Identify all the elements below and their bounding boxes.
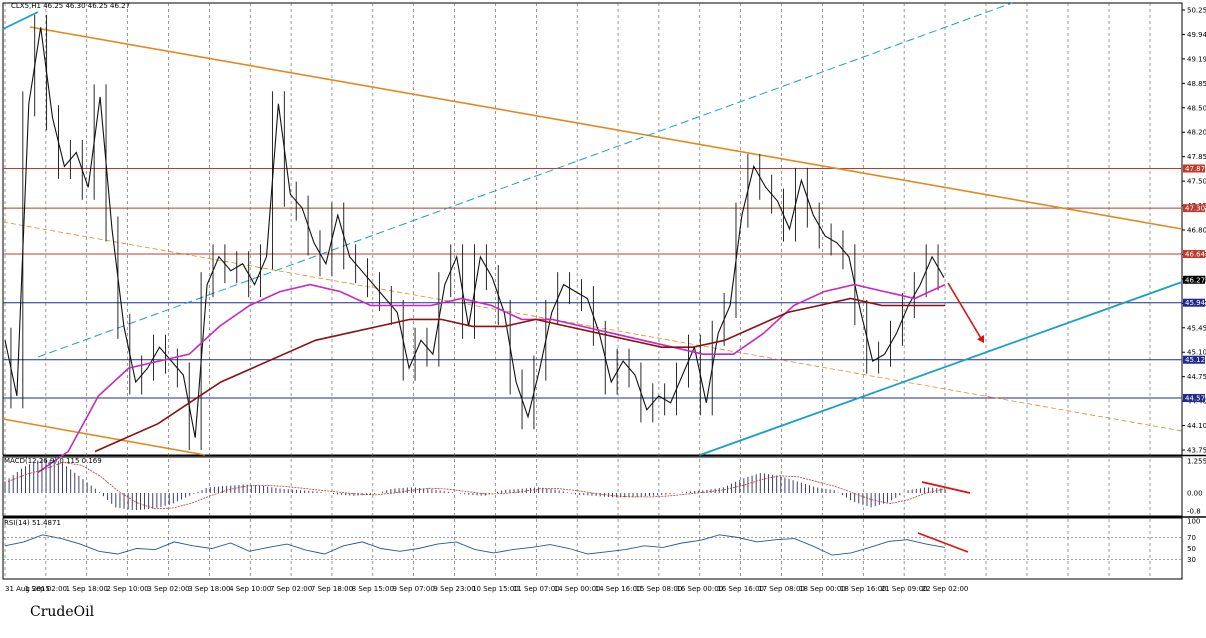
x-tick-label: 14 Sep 16:00 (595, 585, 642, 593)
panel-headers: CLX5,H1 46.25 46.30 46.25 46.27 MACD(12,… (4, 2, 130, 527)
y-tick-label: 47.85 (1187, 153, 1206, 161)
level-label: 45.94 (1185, 299, 1206, 307)
y-tick-label: 45.10 (1187, 349, 1206, 357)
channel-upper-solid (2, 11, 39, 30)
panel-frame-2 (2, 517, 1183, 580)
x-tick-label: 2 Sep 10:00 (106, 585, 148, 593)
level-label: 47.30 (1185, 205, 1205, 213)
level-label: 47.87 (1185, 165, 1205, 173)
channel-dashed-line (37, 2, 1013, 358)
x-tick-label: 18 Sep 00:00 (799, 585, 846, 593)
y-tick-label: 46.80 (1187, 227, 1206, 235)
x-tick-label: 7 Sep 18:00 (311, 585, 353, 593)
level-label: 46.27 (1185, 276, 1205, 284)
macd-tick-label: 0.00 (1187, 490, 1203, 498)
y-tick-label: 50.25 (1187, 7, 1206, 15)
x-tick-label: 3 Sep 18:00 (188, 585, 230, 593)
x-tick-label: 21 Sep 09:00 (881, 585, 928, 593)
x-tick-label: 16 Sep 00:00 (676, 585, 723, 593)
rsi-header: RSI(14) 51.4871 (4, 519, 61, 527)
macd-divergence-line (921, 481, 971, 494)
x-tick-label: 11 Sep 07:00 (513, 585, 560, 593)
y-tick-label: 47.50 (1187, 178, 1206, 186)
price-levels (3, 168, 1182, 399)
slow-moving-average (94, 297, 945, 453)
x-tick-label: 3 Sep 02:00 (147, 585, 189, 593)
mid-dashed-trendline (2, 221, 1183, 432)
level-label: 45.12 (1185, 356, 1205, 364)
rsi-tick-label: 50 (1187, 545, 1196, 553)
y-tick-label: 49.19 (1187, 55, 1206, 63)
y-tick-label: 48.85 (1187, 80, 1206, 88)
x-tick-label: 9 Sep 07:00 (393, 585, 435, 593)
x-tick-label: 9 Sep 23:00 (433, 585, 475, 593)
y-tick-label: 43.75 (1187, 447, 1206, 455)
y-tick-label: 44.10 (1187, 422, 1206, 430)
x-tick-label: 14 Sep 00:00 (554, 585, 601, 593)
rsi-tick-label: 30 (1187, 556, 1196, 564)
arrow-head (976, 335, 985, 343)
fast-moving-average (37, 283, 946, 474)
price-series (4, 14, 945, 451)
lower-orange-trendline (2, 418, 206, 456)
y-tick-label: 48.50 (1187, 104, 1206, 112)
level-tag (1183, 393, 1205, 402)
macd-panel: 1.255 0.00 -0.8 (4, 458, 1206, 516)
y-tick-label: 44.75 (1187, 373, 1206, 381)
rsi-tick-label: 70 (1187, 534, 1196, 542)
x-tick-label: 8 Sep 15:00 (352, 585, 394, 593)
x-tick-label: 1 Sep 02:00 (25, 585, 67, 593)
macd-header: MACD(12,26,9) 0.115 0.169 (4, 457, 102, 465)
rsi-line (4, 534, 946, 556)
level-label: 44.57 (1185, 394, 1205, 402)
x-tick-label: 4 Sep 10:00 (229, 585, 271, 593)
x-tick-label: 22 Sep 02:00 (922, 585, 969, 593)
y-tick-label: 45.45 (1187, 324, 1206, 332)
chart-frame (2, 2, 1206, 580)
level-tag (1183, 275, 1205, 284)
chart-caption: CrudeOil (30, 604, 95, 620)
support-trendline (699, 281, 1183, 456)
x-tick-label: 16 Sep 16:00 (717, 585, 764, 593)
rsi-panel: 100 70 50 30 (3, 518, 1200, 564)
trend-lines (2, 2, 1183, 456)
level-label: 46.64 (1185, 251, 1206, 259)
x-tick-label: 17 Sep 08:00 (758, 585, 805, 593)
x-tick-label: 15 Sep 08:00 (636, 585, 683, 593)
level-tag (1183, 298, 1205, 307)
macd-tick-label: -0.8 (1187, 508, 1201, 516)
grid (4, 3, 1151, 579)
panel-frame-1 (2, 456, 1183, 517)
x-tick-label: 7 Sep 02:00 (270, 585, 312, 593)
x-tick-label: 1 Sep 18:00 (66, 585, 108, 593)
level-tag (1183, 250, 1205, 259)
moving-averages (37, 283, 946, 474)
price-line (4, 27, 945, 438)
level-tag (1183, 164, 1205, 173)
x-tick-label: 31 Aug 2015 (5, 585, 50, 593)
resistance-trendline (29, 26, 1183, 230)
x-tick-label: 18 Sep 16:00 (840, 585, 887, 593)
y-tick-label: 48.20 (1187, 129, 1206, 137)
macd-tick-label: 1.255 (1187, 458, 1206, 466)
price-axis: 50.25 49.94 49.19 48.85 48.50 48.20 47.85 47.50… (1182, 7, 1206, 455)
y-tick-label: 49.94 (1187, 31, 1206, 39)
rsi-divergence-line (917, 532, 969, 553)
macd-signal-line (7, 461, 946, 510)
panel-frame-0 (2, 2, 1183, 456)
level-tag (1183, 204, 1205, 213)
symbol-header: CLX5,H1 46.25 46.30 46.25 46.27 (11, 2, 130, 10)
x-tick-label: 10 Sep 15:00 (472, 585, 519, 593)
price-forecast-arrow (947, 282, 983, 341)
forecast-arrows (947, 282, 985, 343)
rsi-tick-label: 100 (1187, 518, 1200, 526)
level-tag (1183, 355, 1205, 364)
